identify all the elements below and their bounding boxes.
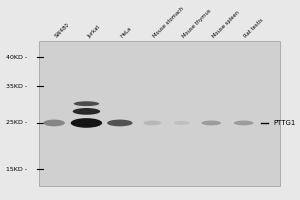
Text: Mouse spleen: Mouse spleen	[211, 10, 240, 39]
Text: Jurkat: Jurkat	[86, 25, 101, 39]
Ellipse shape	[143, 121, 161, 125]
Text: 25KD -: 25KD -	[6, 120, 27, 125]
Ellipse shape	[74, 101, 99, 106]
Ellipse shape	[234, 121, 254, 125]
Text: Rat testis: Rat testis	[244, 18, 265, 39]
Text: Mouse thymus: Mouse thymus	[182, 8, 213, 39]
Bar	[39, 41, 280, 186]
Text: Mouse stomach: Mouse stomach	[152, 6, 185, 39]
Ellipse shape	[201, 121, 221, 125]
Ellipse shape	[73, 108, 100, 115]
Text: HeLa: HeLa	[120, 26, 133, 39]
Ellipse shape	[107, 120, 133, 126]
Text: 15KD -: 15KD -	[6, 167, 27, 172]
Ellipse shape	[71, 118, 102, 128]
Ellipse shape	[43, 120, 65, 126]
Text: 40KD -: 40KD -	[6, 55, 27, 60]
Text: SW480: SW480	[54, 22, 71, 39]
Text: 35KD -: 35KD -	[6, 84, 27, 89]
Text: PTTG1: PTTG1	[273, 120, 296, 126]
Ellipse shape	[174, 121, 190, 125]
